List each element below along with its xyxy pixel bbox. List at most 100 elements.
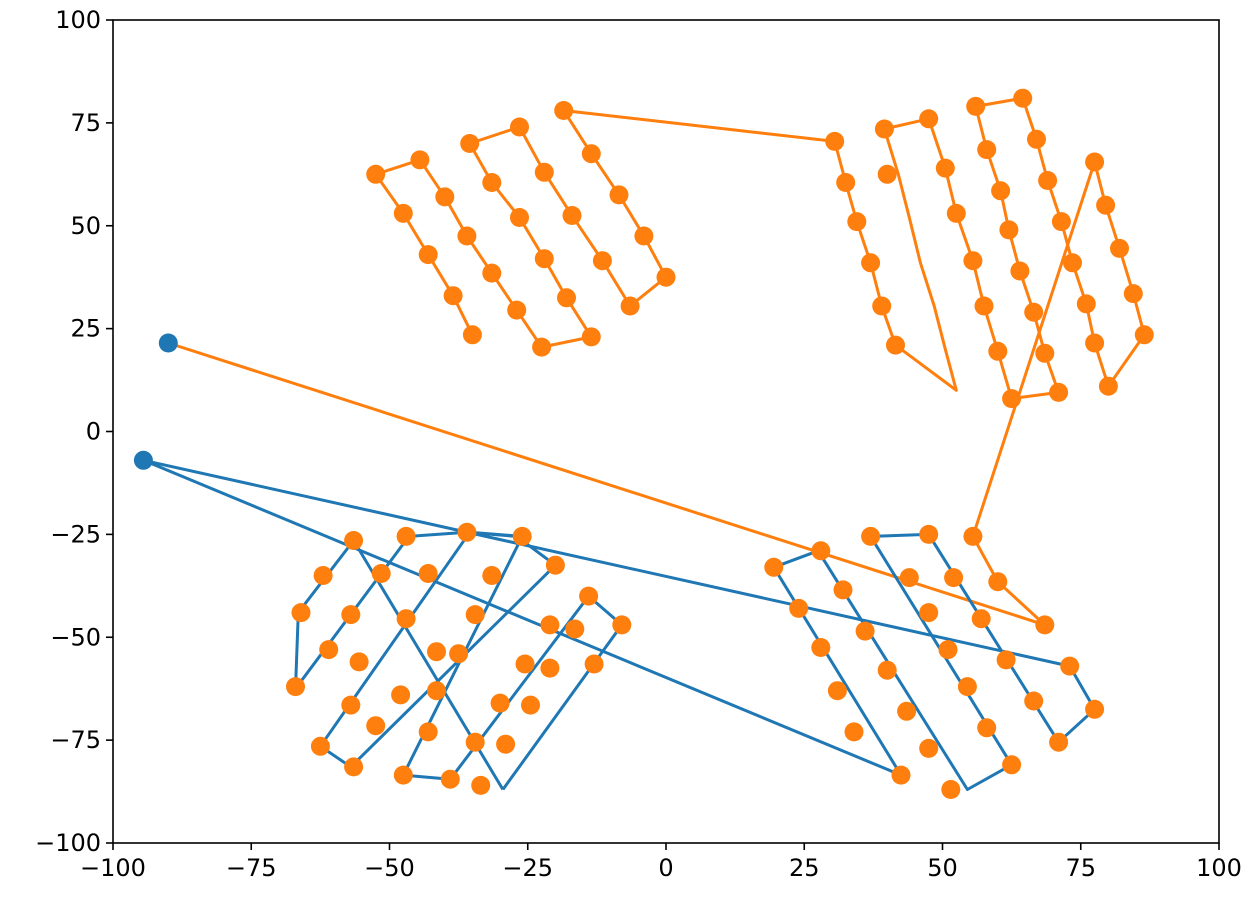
data-point-79 (440, 769, 460, 789)
data-point-123 (971, 609, 991, 629)
x-tick-label: 100 (1196, 854, 1242, 882)
y-tick-label: 75 (70, 109, 101, 137)
data-point-116 (957, 677, 977, 697)
x-tick-label: −100 (80, 854, 146, 882)
data-point-73 (584, 654, 604, 674)
data-point-115 (977, 718, 997, 738)
start-point-2 (133, 450, 153, 470)
data-point-114 (1002, 755, 1022, 775)
data-point-72 (612, 615, 632, 635)
data-point-106 (764, 557, 784, 577)
data-point-113 (941, 780, 961, 799)
data-point-67 (396, 526, 416, 546)
data-point-50 (966, 96, 986, 116)
data-point-96 (286, 677, 305, 697)
data-point-54 (1051, 212, 1071, 232)
data-point-62 (1096, 195, 1116, 215)
y-tick-label: −25 (50, 520, 101, 548)
data-point-40 (974, 296, 994, 316)
data-point-95 (291, 603, 311, 623)
data-point-97 (313, 566, 333, 585)
data-point-27 (554, 101, 574, 120)
data-point-81 (490, 693, 510, 713)
data-point-3 (418, 245, 438, 265)
data-point-71 (579, 586, 599, 606)
y-tick-label: −50 (50, 623, 101, 651)
data-point-94 (319, 640, 339, 660)
data-point-28 (825, 131, 845, 151)
data-point-129 (891, 765, 911, 785)
data-point-19 (534, 162, 554, 182)
data-point-92 (341, 695, 361, 715)
data-point-6 (410, 150, 430, 170)
data-point-87 (449, 644, 469, 664)
data-point-31 (861, 253, 881, 273)
data-point-100 (349, 652, 369, 672)
data-point-132 (811, 638, 831, 657)
data-point-7 (435, 187, 455, 207)
data-point-84 (418, 722, 438, 742)
data-point-53 (1038, 171, 1058, 190)
data-point-41 (988, 341, 1008, 361)
data-point-131 (827, 681, 847, 701)
data-point-126 (1049, 732, 1069, 752)
data-point-75 (540, 658, 560, 678)
data-point-107 (811, 541, 831, 561)
data-point-42 (1002, 389, 1022, 409)
data-point-15 (510, 208, 529, 227)
data-point-99 (371, 564, 391, 583)
data-point-93 (310, 736, 330, 756)
y-tick-label: 50 (70, 212, 101, 240)
data-point-36 (919, 109, 939, 129)
data-point-65 (988, 572, 1008, 592)
data-point-74 (565, 619, 585, 639)
data-point-17 (460, 134, 480, 153)
data-point-37 (935, 158, 955, 178)
axis-ticks: −100 −75 −50 −25 0 25 50 75 100 −100 −75 −50 −25 0 25 5… (35, 6, 1242, 882)
x-tick-label: 50 (927, 854, 958, 882)
data-point-128 (1060, 656, 1080, 676)
data-point-108 (833, 580, 853, 600)
data-point-24 (634, 226, 654, 246)
data-point-35 (874, 119, 894, 139)
data-point-59 (1134, 325, 1154, 345)
data-point-85 (391, 685, 411, 705)
data-point-56 (1076, 294, 1096, 314)
data-point-34 (877, 164, 897, 184)
y-tick-label: −100 (35, 829, 101, 857)
data-point-70 (545, 555, 565, 575)
x-tick-label: 75 (1065, 854, 1096, 882)
data-point-60 (1123, 284, 1143, 304)
data-point-68 (457, 522, 477, 542)
y-tick-label: 25 (70, 315, 101, 343)
data-point-16 (482, 173, 502, 192)
data-point-111 (897, 701, 917, 721)
data-point-90 (393, 765, 413, 785)
data-point-124 (996, 650, 1016, 670)
data-point-118 (919, 603, 939, 623)
data-point-47 (999, 220, 1019, 240)
data-point-51 (1013, 88, 1033, 108)
data-point-80 (465, 732, 485, 752)
data-point-46 (1010, 261, 1030, 281)
data-point-61 (1110, 238, 1129, 258)
data-point-39 (963, 251, 983, 271)
data-point-83 (540, 615, 560, 635)
data-point-104 (418, 564, 438, 583)
data-point-88 (465, 605, 485, 625)
data-point-13 (557, 288, 576, 308)
data-point-1 (462, 325, 482, 345)
data-point-105 (427, 642, 446, 662)
data-point-38 (946, 203, 966, 223)
data-point-120 (861, 526, 881, 546)
data-point-98 (344, 531, 364, 550)
x-tick-label: −75 (226, 854, 277, 882)
data-point-122 (944, 568, 964, 588)
data-point-89 (482, 566, 502, 585)
y-tick-label: −75 (50, 726, 101, 754)
data-point-33 (886, 335, 905, 355)
data-point-45 (1024, 302, 1044, 322)
data-point-30 (847, 212, 867, 232)
